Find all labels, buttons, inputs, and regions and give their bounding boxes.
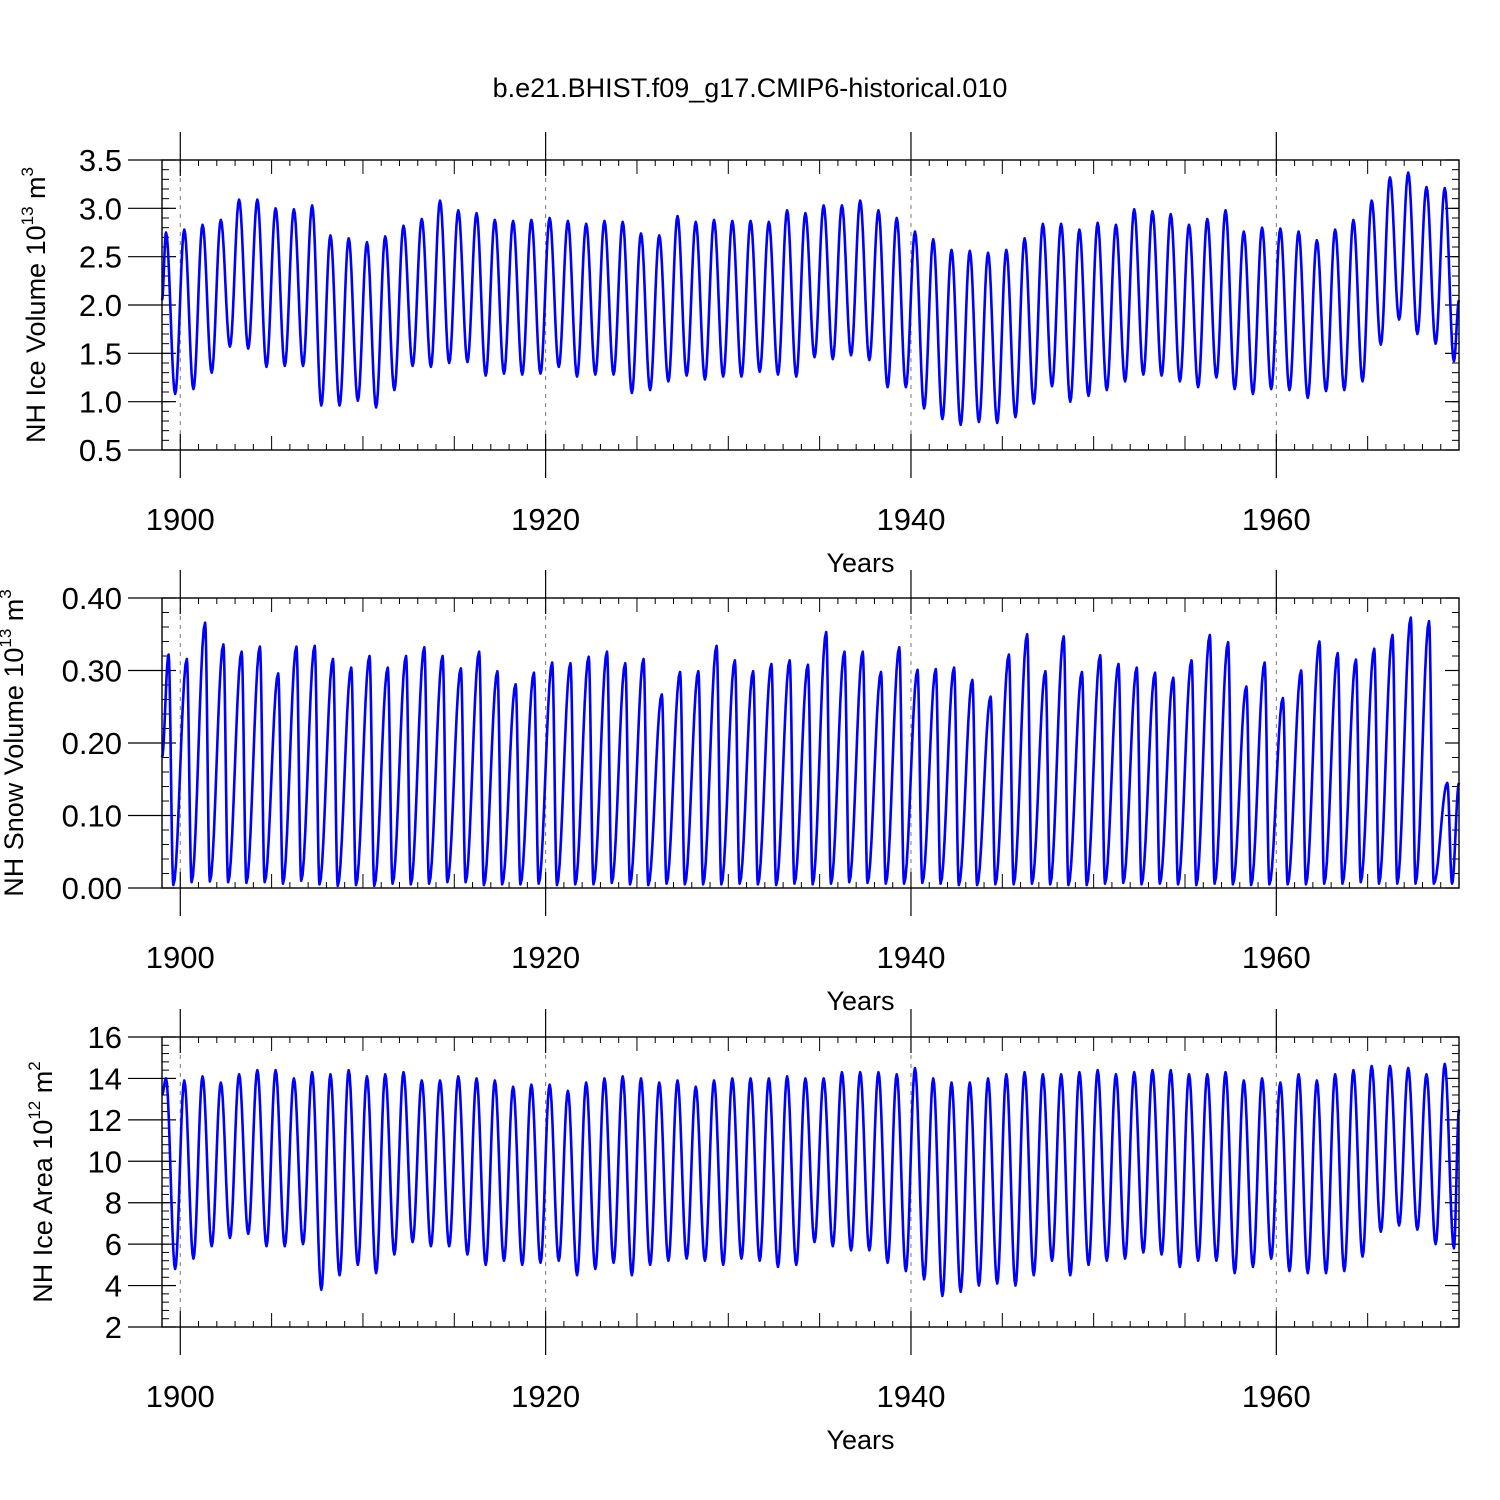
ice-area-ytick-label: 14 xyxy=(88,1061,122,1096)
ice-volume-ytick-label: 2.5 xyxy=(79,240,122,275)
ice-volume-ytick-label: 1.5 xyxy=(79,336,122,371)
ice-area-panel: 2 4 6 8 10 12 14 16 1900 1920 1940 1960 Years NH Ice … xyxy=(25,1009,1461,1455)
ice-area-series-line xyxy=(161,1062,1461,1298)
snow-volume-ytick-label: 0.10 xyxy=(62,799,122,834)
ice-area-xtick-label: 1920 xyxy=(511,1379,580,1414)
ice-area-plot-frame xyxy=(161,1036,1460,1328)
ice-volume-xtick-label: 1920 xyxy=(511,502,580,537)
ice-area-ytick-label: 12 xyxy=(88,1103,122,1138)
snow-volume-ytick-label: 0.30 xyxy=(62,654,122,689)
snow-volume-xtick-label: 1900 xyxy=(146,940,215,975)
ice-area-xtick-label: 1960 xyxy=(1242,1379,1311,1414)
snow-volume-xtick-label: 1960 xyxy=(1242,940,1311,975)
snow-volume-xtick-label: 1940 xyxy=(876,940,945,975)
ice-area-ytick-label: 4 xyxy=(105,1269,122,1304)
ice-volume-ylabel: NH Ice Volume 1013 m3 xyxy=(18,167,51,443)
ice-volume-ytick-label: 3.5 xyxy=(79,143,122,178)
ice-volume-ytick-label: 1.0 xyxy=(79,385,122,420)
ice-volume-series-line xyxy=(160,171,1461,427)
figure-title: b.e21.BHIST.f09_g17.CMIP6-historical.010 xyxy=(493,73,1008,103)
snow-volume-xlabel: Years xyxy=(826,986,894,1016)
ice-volume-xtick-label: 1960 xyxy=(1242,502,1311,537)
snow-volume-series-line xyxy=(160,616,1461,888)
snow-volume-ytick-label: 0.20 xyxy=(62,726,122,761)
snow-volume-ylabel: NH Snow Volume 1013 m3 xyxy=(0,589,29,897)
snow-volume-ytick-label: 0.40 xyxy=(62,581,122,616)
snow-volume-panel: 0.00 0.10 0.20 0.30 0.40 1900 1920 1940 1960 Year… xyxy=(0,570,1461,1016)
ice-area-ytick-label: 6 xyxy=(105,1227,122,1262)
snow-volume-ytick-label: 0.00 xyxy=(62,871,122,906)
snow-volume-xtick-label: 1920 xyxy=(511,940,580,975)
snow-volume-plot-frame xyxy=(161,597,1460,889)
ice-area-xlabel: Years xyxy=(826,1425,894,1455)
ice-area-ytick-label: 2 xyxy=(105,1310,122,1345)
ice-volume-xlabel: Years xyxy=(826,548,894,578)
ice-area-ytick-label: 16 xyxy=(88,1020,122,1055)
ice-volume-ytick-label: 2.0 xyxy=(79,288,122,323)
ice-volume-plot-frame xyxy=(161,159,1460,451)
ice-volume-ytick-label: 0.5 xyxy=(79,433,122,468)
ice-area-xtick-label: 1900 xyxy=(146,1379,215,1414)
ice-volume-xtick-label: 1900 xyxy=(146,502,215,537)
ice-volume-panel: 0.5 1.0 1.5 2.0 2.5 3.0 3.5 1900 1920 1940 1960 Yea… xyxy=(18,132,1461,578)
ice-area-xtick-label: 1940 xyxy=(876,1379,945,1414)
ice-area-ytick-label: 8 xyxy=(105,1186,122,1221)
ice-volume-ytick-label: 3.0 xyxy=(79,191,122,226)
ice-volume-xtick-label: 1940 xyxy=(876,502,945,537)
panels: 0.5 1.0 1.5 2.0 2.5 3.0 3.5 1900 1920 1940 1960 Yea… xyxy=(0,132,1461,1455)
ice-area-ytick-label: 10 xyxy=(88,1144,122,1179)
ice-area-ylabel: NH Ice Area 1012 m2 xyxy=(25,1061,58,1302)
